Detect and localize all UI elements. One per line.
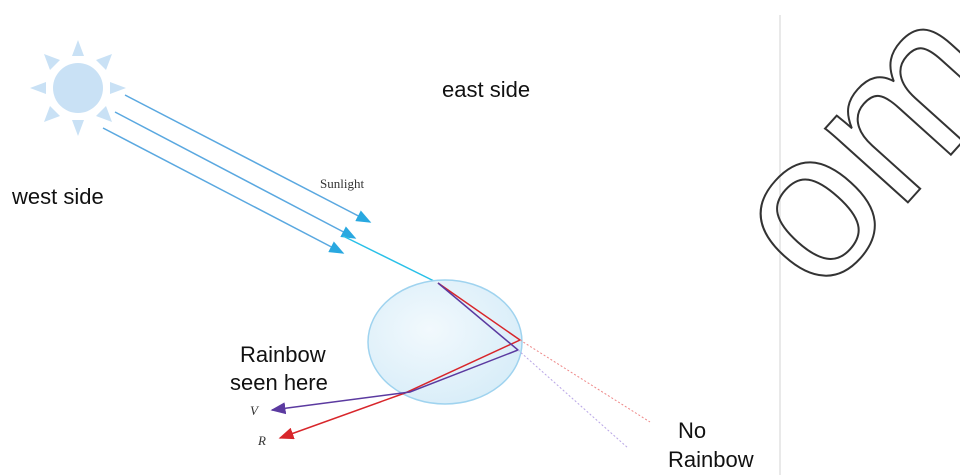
sun-rays (102, 94, 439, 284)
violet-ray (270, 282, 520, 415)
sun (30, 40, 126, 136)
sunlight-label: Sunlight (320, 176, 364, 191)
no-rainbow-label: Rainbow (668, 447, 754, 472)
east-label: east side (442, 77, 530, 102)
no-rainbow-label: No (678, 418, 706, 443)
violet-label: V (250, 403, 260, 418)
west-label: west side (11, 184, 104, 209)
red-ray (278, 282, 522, 440)
rainbow-seen-label: seen here (230, 370, 328, 395)
raindrop (367, 279, 523, 405)
violet-ray-exit (517, 349, 629, 449)
rainbow-seen-label: Rainbow (240, 342, 326, 367)
watermark: om (679, 0, 960, 330)
red-ray-exit (519, 339, 651, 423)
red-label: R (257, 433, 266, 448)
